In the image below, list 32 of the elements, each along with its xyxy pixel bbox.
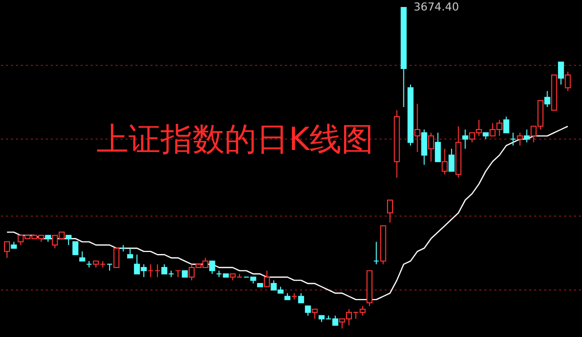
candlestick: [434, 132, 441, 162]
candlestick: [298, 292, 304, 304]
candlestick: [209, 260, 216, 274]
candlestick: [428, 132, 434, 162]
candlestick: [414, 103, 420, 152]
candlestick: [564, 71, 571, 92]
candlestick: [503, 116, 510, 134]
candlestick: [421, 128, 428, 166]
candlestick: [148, 264, 154, 278]
candlestick: [524, 128, 530, 143]
candlestick: [127, 248, 134, 258]
candlestick: [442, 148, 448, 175]
candlestick: [558, 62, 564, 86]
candlestick: [264, 270, 270, 288]
text: 上证指数的日K线图: [96, 120, 374, 158]
candlestick: [4, 241, 10, 258]
candlestick: [304, 305, 311, 316]
candlestick: [72, 241, 78, 256]
candlestick: [516, 132, 523, 146]
candlestick: [448, 148, 455, 172]
candlestick: [79, 250, 86, 262]
candlestick: [174, 270, 181, 278]
candlestick: [66, 234, 72, 246]
candlestick: [544, 90, 550, 108]
candlestick: [113, 248, 120, 268]
candlestick: [373, 241, 380, 265]
candlestick: [510, 132, 516, 146]
candlestick: [462, 128, 468, 150]
candlestick: [154, 264, 160, 278]
candlestick: [387, 200, 393, 224]
candlestick: [312, 308, 318, 320]
annotation: 3674.40: [414, 0, 459, 14]
